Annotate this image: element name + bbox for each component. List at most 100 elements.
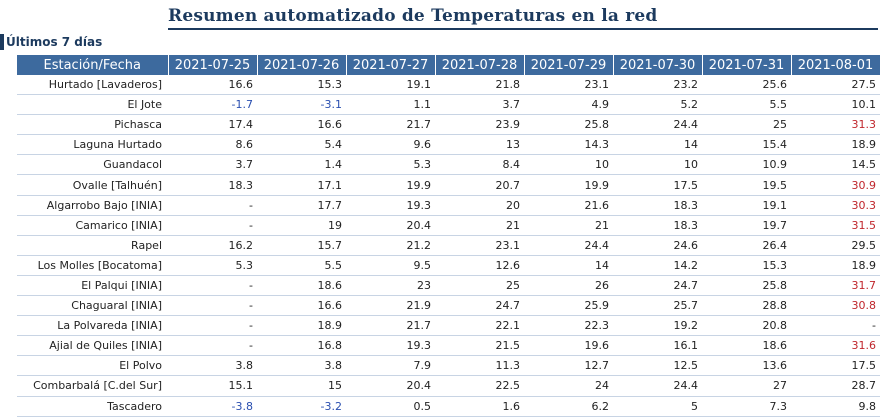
date-column-header: 2021-08-01 [791, 55, 881, 75]
temperature-value: 25.8 [524, 114, 613, 136]
temperature-value: - [791, 315, 880, 337]
station-column-header: Estación/Fecha [17, 55, 169, 75]
table-row: Rapel 16.2 15.7 21.2 23.1 24.4 24.6 26.4 29.5 [17, 235, 880, 256]
temperature-value: 15 [257, 375, 346, 397]
temperature-value: 19.5 [702, 174, 791, 196]
temperature-value: 0.5 [346, 396, 435, 417]
date-column-header: 2021-07-28 [435, 55, 525, 75]
temperature-value: 21.8 [435, 75, 524, 96]
station-name: Chaguaral [INIA] [17, 295, 168, 317]
temperature-value: 21 [524, 215, 613, 236]
station-name: Ovalle [Talhuén] [17, 174, 168, 196]
temperature-value: 1.4 [257, 154, 346, 176]
temperature-value: 27.5 [791, 75, 880, 96]
station-name: Rapel [17, 235, 168, 256]
table-row: Tascadero -3.8 -3.2 0.5 1.6 6.2 5 7.3 9.8 [17, 396, 880, 417]
temperature-value: 5.5 [702, 94, 791, 116]
station-name: Ajial de Quiles [INIA] [17, 335, 168, 357]
table-row: Algarrobo Bajo [INIA] -17.7 19.3 20 21.6 18.3… [17, 195, 880, 216]
temperature-value: 21.7 [346, 114, 435, 136]
table-row: Hurtado [Lavaderos] 16.6 15.3 19.1 21.8 23.1 2… [17, 75, 880, 96]
temperature-value: 21.9 [346, 295, 435, 317]
temperature-value: 4.9 [524, 94, 613, 116]
temperature-value: 22.3 [524, 315, 613, 337]
table-header-row: Estación/Fecha 2021-07-25 2021-07-26 2021-… [17, 55, 881, 75]
table-row: Ovalle [Talhuén] 18.3 17.1 19.9 20.7 19.9 17.5… [17, 174, 880, 196]
temperature-value: 19.3 [346, 195, 435, 216]
temperature-value: 18.9 [257, 315, 346, 337]
temperature-value: 12.5 [613, 355, 702, 377]
temperature-value: 5.3 [346, 154, 435, 176]
temperature-value: 17.4 [168, 114, 257, 136]
temperature-value: 18.9 [791, 134, 880, 156]
temperature-value: 6.2 [524, 396, 613, 417]
temperature-value: 19.1 [346, 75, 435, 96]
temperature-value: 7.3 [702, 396, 791, 417]
temperature-value: 19.6 [524, 335, 613, 357]
temperature-value: - [168, 275, 257, 297]
temperature-value: 5 [613, 396, 702, 417]
temperature-value: 20.4 [346, 375, 435, 397]
station-name: Laguna Hurtado [17, 134, 168, 156]
temperature-value: 25.7 [613, 295, 702, 317]
temperature-value: 22.1 [435, 315, 524, 337]
temperature-value: 13.6 [702, 355, 791, 377]
temperature-value: 3.7 [168, 154, 257, 176]
table-row: Guandacol 3.7 1.4 5.3 8.4 10 10 10.9 14.5 [17, 154, 880, 176]
temperature-value: 12.7 [524, 355, 613, 377]
table-row: El Polvo 3.8 3.8 7.9 11.3 12.7 12.5 13.6 17.5 [17, 355, 880, 377]
temperature-table: Estación/Fecha 2021-07-25 2021-07-26 2021-… [17, 55, 881, 417]
temperature-value: 3.8 [168, 355, 257, 377]
temperature-value: 9.8 [791, 396, 880, 417]
date-column-header: 2021-07-31 [702, 55, 792, 75]
temperature-value: 17.7 [257, 195, 346, 216]
table-row: Los Molles [Bocatoma] 5.3 5.5 9.5 12.6 14 14.2… [17, 255, 880, 276]
temperature-value: 29.5 [791, 235, 880, 256]
temperature-value: 25.8 [702, 275, 791, 297]
station-name: Guandacol [17, 154, 168, 176]
temperature-value: -3.1 [257, 94, 346, 116]
temperature-value: 18.9 [791, 255, 880, 276]
temperature-value: - [168, 215, 257, 236]
table-row: La Polvareda [INIA] -18.9 21.7 22.1 22.3 19.2… [17, 315, 880, 337]
table-row: El Jote -1.7 -3.1 1.1 3.7 4.9 5.2 5.5 10.1 [17, 94, 880, 116]
temperature-value: 20 [435, 195, 524, 216]
date-column-header: 2021-07-30 [613, 55, 703, 75]
temperature-value: 5.4 [257, 134, 346, 156]
temperature-value: 25 [435, 275, 524, 297]
station-name: El Jote [17, 94, 168, 116]
temperature-value: 8.4 [435, 154, 524, 176]
temperature-value: 10 [613, 154, 702, 176]
temperature-value: 22.5 [435, 375, 524, 397]
temperature-value: 15.1 [168, 375, 257, 397]
temperature-value: 18.3 [613, 195, 702, 216]
temperature-value: 9.5 [346, 255, 435, 276]
temperature-value: 31.6 [791, 335, 880, 357]
temperature-value: 23 [346, 275, 435, 297]
temperature-value: 16.6 [257, 295, 346, 317]
temperature-value: 14.2 [613, 255, 702, 276]
temperature-value: 24.6 [613, 235, 702, 256]
temperature-value: 14 [613, 134, 702, 156]
temperature-value: 17.5 [791, 355, 880, 377]
temperature-value: 5.5 [257, 255, 346, 276]
temperature-value: 19.7 [702, 215, 791, 236]
temperature-value: 21.5 [435, 335, 524, 357]
temperature-value: 14 [524, 255, 613, 276]
temperature-value: 15.4 [702, 134, 791, 156]
temperature-value: 14.5 [791, 154, 880, 176]
table-row: El Palqui [INIA] -18.6 23 25 26 24.7 25.8 31.7 [17, 275, 880, 297]
station-name: Tascadero [17, 396, 168, 417]
temperature-value: 16.1 [613, 335, 702, 357]
temperature-value: 19.2 [613, 315, 702, 337]
station-name: Los Molles [Bocatoma] [17, 255, 168, 276]
temperature-value: 27 [702, 375, 791, 397]
temperature-value: 10.1 [791, 94, 880, 116]
temperature-value: - [168, 195, 257, 216]
station-name: Pichasca [17, 114, 168, 136]
temperature-value: 24.4 [613, 114, 702, 136]
temperature-value: 20.7 [435, 174, 524, 196]
temperature-value: 15.3 [702, 255, 791, 276]
temperature-value: -3.2 [257, 396, 346, 417]
temperature-value: 24.7 [613, 275, 702, 297]
